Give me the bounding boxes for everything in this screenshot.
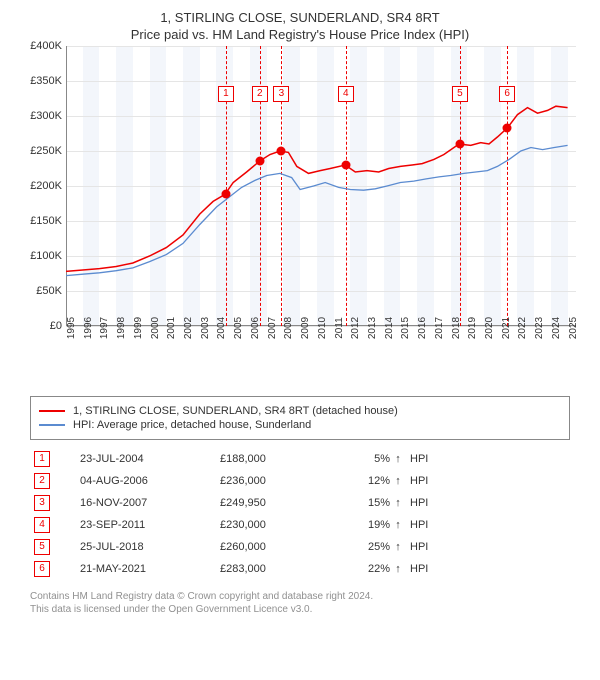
event-pct: 12% [330, 475, 390, 487]
y-tick-label: £350K [30, 75, 62, 87]
table-row: 6 21-MAY-2021£283,00022%↑ HPI [30, 558, 570, 580]
event-dot [221, 190, 230, 199]
y-tick-label: £0 [50, 320, 62, 332]
arrow-up-icon: ↑ [390, 497, 406, 509]
event-number: 4 [34, 517, 50, 533]
event-date: 04-AUG-2006 [80, 475, 220, 487]
event-dot [255, 156, 264, 165]
y-tick-label: £250K [30, 145, 62, 157]
event-marker-box: 3 [273, 86, 289, 102]
event-marker-box: 6 [499, 86, 515, 102]
event-price: £260,000 [220, 541, 330, 553]
event-number: 2 [34, 473, 50, 489]
y-tick-label: £50K [36, 285, 62, 297]
event-pct: 19% [330, 519, 390, 531]
page-subtitle: Price paid vs. HM Land Registry's House … [12, 27, 588, 42]
arrow-up-icon: ↑ [390, 453, 406, 465]
event-pct: 5% [330, 453, 390, 465]
event-tag: HPI [410, 519, 450, 531]
event-tag: HPI [410, 475, 450, 487]
legend-label: HPI: Average price, detached house, Sund… [73, 419, 311, 431]
arrow-up-icon: ↑ [390, 519, 406, 531]
event-tag: HPI [410, 453, 450, 465]
event-number: 5 [34, 539, 50, 555]
event-dot [503, 123, 512, 132]
event-pct: 22% [330, 563, 390, 575]
event-dot [455, 140, 464, 149]
table-row: 2 04-AUG-2006£236,00012%↑ HPI [30, 470, 570, 492]
event-number: 6 [34, 561, 50, 577]
event-price: £249,950 [220, 497, 330, 509]
legend-series-hpi: HPI: Average price, detached house, Sund… [39, 419, 561, 431]
event-dot [341, 161, 350, 170]
event-marker-box: 5 [452, 86, 468, 102]
event-dot [277, 147, 286, 156]
event-tag: HPI [410, 497, 450, 509]
y-tick-label: £100K [30, 250, 62, 262]
legend-label: 1, STIRLING CLOSE, SUNDERLAND, SR4 8RT (… [73, 405, 398, 417]
event-date: 23-JUL-2004 [80, 453, 220, 465]
arrow-up-icon: ↑ [390, 541, 406, 553]
event-price: £236,000 [220, 475, 330, 487]
footer: Contains HM Land Registry data © Crown c… [30, 590, 570, 616]
event-date: 21-MAY-2021 [80, 563, 220, 575]
event-marker-box: 4 [338, 86, 354, 102]
x-axis: 1995199619971998199920002001200220032004… [66, 326, 576, 366]
y-tick-label: £400K [30, 40, 62, 52]
table-row: 3 16-NOV-2007£249,95015%↑ HPI [30, 492, 570, 514]
event-price: £188,000 [220, 453, 330, 465]
footer-line: Contains HM Land Registry data © Crown c… [30, 590, 570, 603]
arrow-up-icon: ↑ [390, 563, 406, 575]
event-number: 1 [34, 451, 50, 467]
page: 1, STIRLING CLOSE, SUNDERLAND, SR4 8RT P… [0, 0, 600, 680]
event-tag: HPI [410, 563, 450, 575]
series-line [66, 106, 568, 271]
legend-swatch [39, 424, 65, 426]
legend-series-property: 1, STIRLING CLOSE, SUNDERLAND, SR4 8RT (… [39, 405, 561, 417]
table-row: 4 23-SEP-2011£230,00019%↑ HPI [30, 514, 570, 536]
y-tick-label: £300K [30, 110, 62, 122]
y-axis: £0£50K£100K£150K£200K£250K£300K£350K£400… [20, 46, 66, 326]
table-row: 5 25-JUL-2018£260,00025%↑ HPI [30, 536, 570, 558]
event-number: 3 [34, 495, 50, 511]
table-row: 1 23-JUL-2004£188,0005%↑ HPI [30, 448, 570, 470]
legend-swatch [39, 410, 65, 412]
plot-area: 123456 [66, 46, 576, 326]
event-date: 23-SEP-2011 [80, 519, 220, 531]
legend: 1, STIRLING CLOSE, SUNDERLAND, SR4 8RT (… [30, 396, 570, 440]
arrow-up-icon: ↑ [390, 475, 406, 487]
page-title: 1, STIRLING CLOSE, SUNDERLAND, SR4 8RT [12, 10, 588, 25]
chart: £0£50K£100K£150K£200K£250K£300K£350K£400… [20, 46, 580, 366]
y-tick-label: £150K [30, 215, 62, 227]
event-pct: 15% [330, 497, 390, 509]
event-price: £230,000 [220, 519, 330, 531]
event-tag: HPI [410, 541, 450, 553]
event-pct: 25% [330, 541, 390, 553]
footer-line: This data is licensed under the Open Gov… [30, 603, 570, 616]
event-marker-box: 1 [218, 86, 234, 102]
event-date: 16-NOV-2007 [80, 497, 220, 509]
events-table: 123-JUL-2004£188,0005%↑HPI204-AUG-2006£2… [30, 448, 570, 580]
event-marker-box: 2 [252, 86, 268, 102]
event-date: 25-JUL-2018 [80, 541, 220, 553]
y-tick-label: £200K [30, 180, 62, 192]
event-price: £283,000 [220, 563, 330, 575]
series-line [66, 145, 568, 275]
